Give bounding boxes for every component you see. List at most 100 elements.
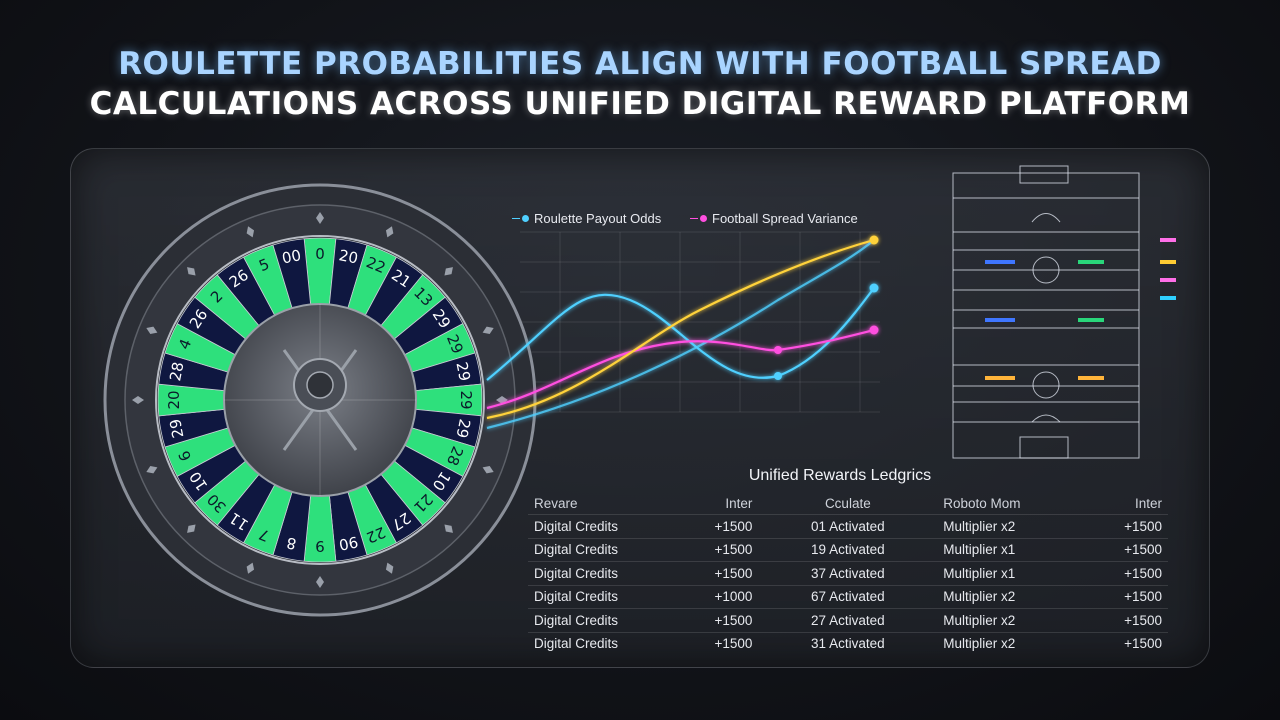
chart-point-pink-end (869, 325, 879, 335)
table-cell: +1500 (1077, 608, 1168, 632)
wheel-pocket-number: 9 (315, 537, 325, 555)
ledger-header: Roboto Mom (943, 495, 1021, 511)
wheel-diamond (146, 465, 158, 474)
wheel-diamond (146, 326, 158, 335)
table-row: Digital Credits +1500 37 Activated Multipli… (528, 561, 1168, 585)
chart-grid (520, 231, 880, 413)
table-cell: 67 Activated (758, 584, 938, 609)
wheel-pocket-number: 29 (453, 360, 474, 382)
chart-lines (486, 235, 879, 430)
wheel-diamond (132, 396, 144, 404)
title-line-2: CALCULATIONS ACROSS UNIFIED DIGITAL REWA… (89, 86, 1191, 122)
table-cell: Digital Credits (528, 584, 688, 609)
table-cell: 19 Activated (758, 537, 938, 562)
table-cell: +1500 (1077, 631, 1168, 655)
wheel-diamond (316, 212, 324, 224)
field-goal-bottom (1019, 436, 1069, 459)
table-cell: +1500 (687, 561, 759, 585)
wheel-pockets: 0 20 2221132929292929281021272290987113010… (157, 237, 483, 563)
wheel-pocket-number: 00 (280, 246, 302, 267)
table-row: Digital Credits +1500 01 Activated Multipli… (528, 514, 1168, 538)
legend-roulette-dash (512, 218, 520, 219)
wheel-diamond (482, 465, 494, 474)
table-cell: 31 Activated (758, 631, 938, 655)
series-yellow-line (486, 238, 875, 420)
ledger-header: Inter (1134, 495, 1162, 511)
ledger-table: Revare Inter Cculate Roboto Mom Inter Di… (528, 492, 1168, 655)
table-cell: Multiplier x1 (937, 561, 1078, 585)
ledger-body: Digital Credits +1500 01 Activated Multipli… (528, 514, 1168, 655)
table-cell: +1500 (1077, 537, 1168, 562)
ledger-header-row: Revare Inter Cculate Roboto Mom Inter (528, 492, 1168, 515)
table-row: Digital Credits +1500 19 Activated Multipli… (528, 537, 1168, 562)
wheel-spindle-core (306, 371, 334, 399)
ledger-header: Revare (534, 495, 578, 511)
field-arc-bottom (1031, 414, 1061, 423)
wheel-diamond (316, 576, 324, 588)
roulette-wheel: 0 20 2221132929292929281021272290987113010… (103, 183, 537, 617)
table-row: Digital Credits +1000 67 Activated Multipli… (528, 584, 1168, 609)
table-cell: Digital Credits (528, 631, 688, 655)
legend-roulette: Roulette Payout Odds (512, 211, 661, 226)
wheel-diamond (444, 524, 453, 533)
field-markers-orange (985, 376, 1104, 380)
wheel-pocket-number: 28 (166, 360, 187, 382)
table-cell: Digital Credits (528, 561, 688, 585)
wheel-pocket-number: 28 (443, 444, 467, 469)
wheel-diamond (482, 326, 494, 335)
legend-roulette-dot (522, 215, 529, 222)
wheel-pocket-number: 29 (453, 417, 474, 439)
series-football-line (486, 328, 875, 410)
wheel-pocket-number: 8 (285, 533, 298, 553)
table-cell: Multiplier x2 (937, 631, 1078, 655)
table-cell: Multiplier x2 (937, 608, 1078, 632)
wheel-diamond (187, 524, 196, 533)
field-side-indicators (1160, 238, 1176, 300)
legend-football-dot (700, 215, 707, 222)
table-cell: Digital Credits (528, 608, 688, 632)
legend-football: Football Spread Variance (690, 211, 858, 226)
series-roulette-line (486, 287, 875, 381)
chart-point-blue-mid (774, 372, 782, 380)
wheel-pocket-number: 29 (166, 417, 187, 439)
ledger-header: Cculate (824, 495, 871, 511)
wheel-diamond (385, 562, 394, 574)
wheel-diamond (246, 226, 255, 238)
table-cell: +1500 (687, 537, 759, 562)
wheel-diamond (385, 226, 394, 238)
table-cell: +1500 (1077, 561, 1168, 585)
table-cell: Multiplier x1 (937, 537, 1078, 562)
table-cell: Multiplier x2 (937, 514, 1078, 538)
wheel-pocket-number: 22 (364, 523, 389, 547)
field-markers-blue (985, 260, 1015, 322)
chart-point-pink-mid (774, 346, 782, 354)
table-cell: Digital Credits (528, 537, 688, 562)
wheel-diamond (187, 267, 196, 276)
chart-point-blue-end (869, 283, 879, 293)
wheel-pocket-number: 20 (337, 246, 359, 267)
field-circle-1 (1032, 256, 1060, 284)
wheel-pocket-number: 0 (315, 245, 325, 263)
field-goal-top (1019, 165, 1069, 184)
table-cell: 01 Activated (758, 514, 938, 538)
table-cell: 27 Activated (758, 608, 938, 632)
wheel-diamond (444, 267, 453, 276)
wheel-diamond (246, 562, 255, 574)
ledger-header: Inter (725, 495, 753, 511)
table-cell: +1500 (687, 631, 759, 655)
wheel-pocket-number: 29 (443, 332, 467, 357)
table-cell: Multiplier x2 (937, 584, 1078, 609)
table-row: Digital Credits +1500 31 Activated Multipli… (528, 631, 1168, 655)
table-cell: +1500 (1077, 584, 1168, 609)
table-cell: +1500 (687, 608, 759, 632)
page-title: ROULETTE PROBABILITIES ALIGN WITH FOOTBA… (0, 44, 1280, 124)
field-arc-top (1031, 213, 1061, 223)
table-cell: +1000 (687, 584, 759, 609)
ledger-title: Unified Rewards Ledgrics (748, 467, 932, 484)
title-line-1: ROULETTE PROBABILITIES ALIGN WITH FOOTBA… (118, 46, 1162, 82)
legend-roulette-label: Roulette Payout Odds (534, 211, 662, 226)
table-cell: +1500 (1077, 514, 1168, 538)
field-markers-green (1078, 260, 1104, 322)
chart-point-yellow-end (869, 235, 879, 245)
